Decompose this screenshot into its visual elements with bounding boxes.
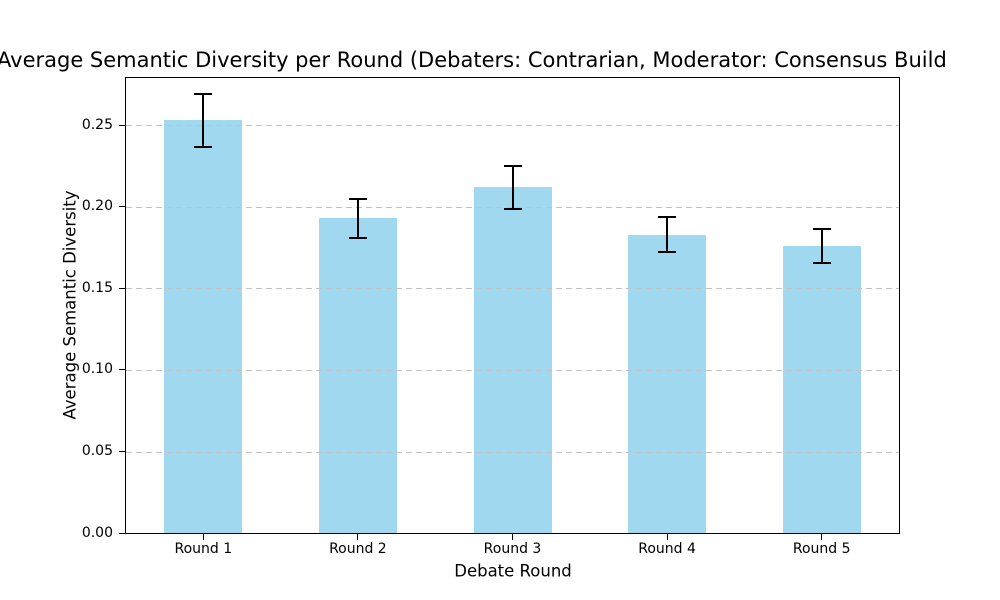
error-bar-cap-bottom — [348, 236, 367, 239]
y-tick-mark — [119, 451, 125, 452]
x-tick-mark — [512, 534, 513, 540]
gridline-y-0.15 — [126, 288, 899, 290]
x-tick-mark — [666, 534, 668, 540]
error-bar-cap-top — [348, 197, 367, 200]
y-axis-label: Average Semantic Diversity — [60, 190, 80, 420]
x-tick-label: Round 2 — [329, 541, 387, 557]
gridline-y-0.05 — [126, 451, 899, 453]
x-axis-label: Debate Round — [454, 561, 572, 581]
chart-title: Average Semantic Diversity per Round (De… — [0, 48, 947, 72]
y-tick-label: 0.25 — [81, 116, 113, 133]
error-bar — [202, 93, 205, 148]
error-bar — [820, 228, 823, 264]
x-tick-label: Round 1 — [174, 541, 233, 557]
y-tick-label: 0.15 — [81, 279, 113, 296]
x-tick-mark — [821, 534, 823, 540]
y-tick-mark — [119, 206, 125, 208]
error-bar — [511, 165, 514, 209]
error-bar-cap-bottom — [812, 262, 831, 265]
x-tick-label: Round 3 — [483, 541, 542, 557]
y-tick-mark — [119, 369, 125, 371]
bar-round-2 — [318, 218, 397, 533]
error-bar-cap-top — [658, 216, 677, 219]
y-tick-label: 0.10 — [81, 361, 113, 378]
error-bar-cap-top — [503, 164, 522, 167]
error-bar-cap-top — [812, 227, 831, 230]
x-tick-mark — [357, 534, 359, 540]
y-tick-label: 0.05 — [81, 443, 113, 459]
bar-round-3 — [473, 187, 552, 533]
y-tick-label: 0.20 — [81, 198, 113, 215]
error-bar-cap-bottom — [194, 146, 213, 149]
x-tick-mark — [202, 534, 204, 540]
gridline-y-0.25 — [126, 125, 899, 127]
bar-round-5 — [782, 246, 861, 533]
bar-round-1 — [164, 120, 243, 533]
error-bar-cap-bottom — [658, 251, 677, 253]
error-bar — [356, 198, 359, 238]
gridline-y-0.1 — [126, 369, 899, 371]
x-tick-label: Round 4 — [638, 541, 696, 557]
y-tick-mark — [119, 287, 125, 289]
error-bar — [666, 217, 669, 252]
error-bar-cap-top — [194, 92, 213, 95]
x-tick-label: Round 5 — [792, 541, 851, 557]
error-bar-cap-bottom — [503, 208, 522, 210]
y-tick-mark — [119, 124, 125, 126]
y-tick-mark — [119, 532, 125, 534]
y-tick-label: 0.00 — [81, 524, 113, 541]
bar-round-4 — [628, 234, 707, 533]
plot-area — [125, 77, 900, 534]
